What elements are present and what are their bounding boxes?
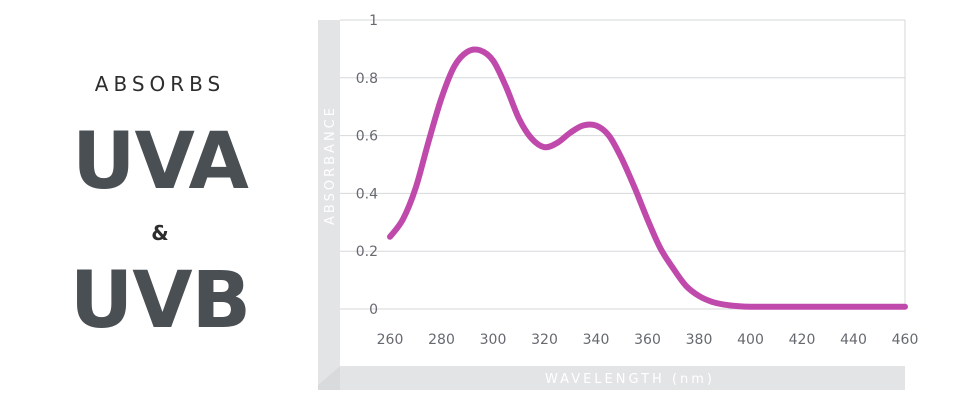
x-tick-label: 400	[737, 332, 764, 348]
y-tick-label: 0.4	[356, 186, 378, 202]
y-tick-label: 1	[369, 13, 378, 29]
x-tick-labels: 260 280 300 320 340 360 380 400 420 440 460	[377, 332, 919, 348]
headline-panel: ABSORBS UVA & UVB	[40, 0, 280, 400]
absorbs-label: ABSORBS	[94, 72, 226, 96]
y-tick-label: 0.2	[356, 244, 378, 260]
y-axis-title: ABSORBANCE	[323, 105, 338, 225]
uvb-heading: UVB	[69, 256, 251, 346]
y-tick-label: 0.8	[356, 71, 378, 87]
x-tick-label: 340	[583, 332, 610, 348]
x-tick-label: 440	[840, 332, 867, 348]
y-tick-label: 0.6	[356, 129, 378, 145]
absorbance-curve	[387, 46, 908, 310]
uva-heading: UVA	[72, 117, 249, 207]
x-tick-label: 300	[480, 332, 507, 348]
x-tick-label: 360	[634, 332, 661, 348]
ampersand-label: &	[151, 221, 169, 245]
x-tick-label: 380	[686, 332, 713, 348]
x-tick-label: 460	[892, 332, 919, 348]
x-tick-label: 280	[428, 332, 455, 348]
frame-corner	[318, 366, 340, 390]
y-tick-labels: 0 0.2 0.4 0.6 0.8 1	[356, 13, 378, 318]
y-axis-band	[318, 20, 340, 385]
x-axis-title: WAVELENGTH (nm)	[545, 372, 715, 387]
x-tick-label: 420	[789, 332, 816, 348]
y-tick-label: 0	[369, 302, 378, 318]
x-tick-label: 320	[531, 332, 558, 348]
x-axis-band	[318, 366, 905, 390]
chart-frame	[318, 20, 905, 390]
x-tick-label: 260	[377, 332, 404, 348]
